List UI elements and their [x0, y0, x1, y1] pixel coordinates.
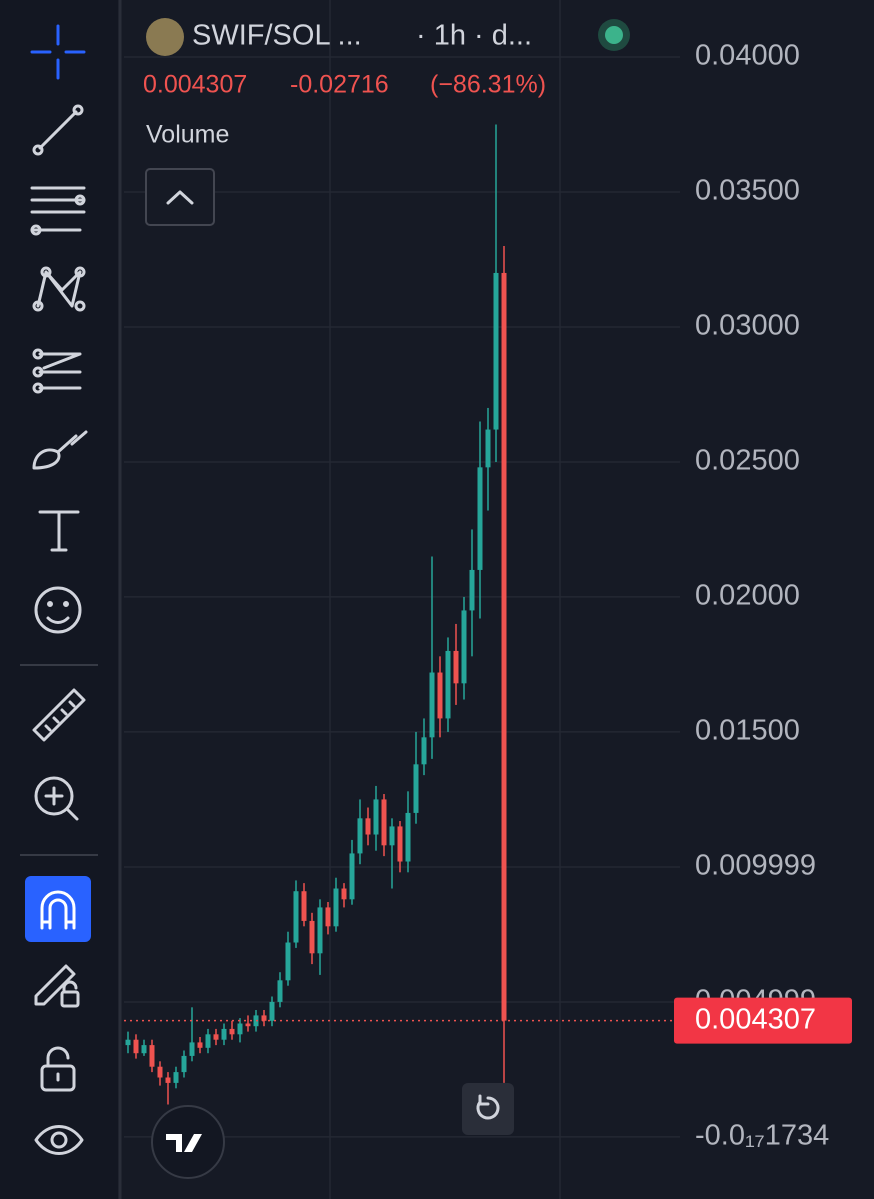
candle-body	[149, 1045, 155, 1067]
candle-body	[261, 1015, 267, 1021]
symbol[interactable]: SWIF/SOL ...	[192, 20, 362, 52]
y-tick-label: 0.03000	[695, 310, 800, 342]
lock-drawing-tool[interactable]	[34, 964, 80, 1008]
candle-body	[165, 1077, 171, 1083]
candle-body	[397, 826, 403, 862]
candle-body	[373, 799, 379, 835]
candle-body	[157, 1066, 163, 1078]
candle-body	[293, 891, 299, 943]
interval[interactable]: · 1h · d...	[416, 20, 532, 52]
candle-body	[325, 907, 331, 927]
indicator-label: Volume	[146, 121, 229, 149]
candle-body	[333, 888, 339, 927]
candle-body	[461, 610, 467, 684]
candle-body	[381, 799, 387, 846]
brush-tool[interactable]	[32, 430, 88, 470]
last-price: 0.004307	[143, 71, 247, 99]
candle-body	[197, 1042, 203, 1048]
candle-body	[501, 272, 507, 1021]
candle-body	[453, 650, 459, 684]
candle-body	[269, 1001, 275, 1021]
candle-body	[493, 272, 499, 430]
plot	[124, 124, 680, 1105]
magnet-icon	[40, 890, 76, 930]
fib-tool[interactable]	[30, 186, 86, 236]
y-tick-label: 0.009999	[695, 850, 816, 882]
grid	[124, 0, 680, 1199]
candle-body	[349, 853, 355, 900]
ruler-tool[interactable]	[32, 688, 86, 742]
reset-button[interactable]	[462, 1083, 514, 1135]
candle-body	[309, 920, 315, 954]
y-tick-label: 0.03500	[695, 175, 800, 207]
visibility-tool[interactable]	[34, 1125, 84, 1155]
lock-tool[interactable]	[40, 1046, 76, 1092]
current-price-label: 0.004307	[695, 1003, 816, 1035]
candle-body	[173, 1072, 179, 1083]
candle-body	[141, 1045, 147, 1054]
symbol-avatar	[146, 18, 184, 56]
candle-body	[485, 429, 491, 468]
candle-body	[341, 888, 347, 900]
candle-body	[125, 1039, 131, 1046]
candle-body	[301, 891, 307, 921]
logo-button[interactable]	[151, 1105, 225, 1179]
candle-body	[413, 764, 419, 813]
zoom-tool[interactable]	[34, 776, 79, 821]
candle-body	[133, 1039, 139, 1054]
emoji-tool[interactable]	[34, 586, 82, 634]
y-tick-label: -0.0₁₇1734	[695, 1120, 829, 1152]
pattern-tool[interactable]	[32, 266, 86, 312]
magnet-button[interactable]	[25, 876, 91, 942]
status-dot	[605, 26, 623, 44]
candle-body	[205, 1034, 211, 1048]
collapse-button[interactable]	[145, 168, 215, 226]
toolbar	[0, 0, 118, 1199]
y-tick-label: 0.01500	[695, 715, 800, 747]
candle-body	[469, 569, 475, 611]
candle-body	[237, 1023, 243, 1035]
tools	[20, 24, 98, 1155]
candle-body	[389, 826, 395, 846]
price-change-percent: (−86.31%)	[430, 71, 546, 99]
y-tick-label: 0.02000	[695, 580, 800, 612]
price-change: -0.02716	[290, 71, 389, 99]
candle-body	[429, 672, 435, 738]
candle-body	[189, 1042, 195, 1056]
candle-body	[421, 737, 427, 765]
projection-tool[interactable]	[32, 348, 82, 394]
candle-body	[285, 942, 291, 981]
candle-body	[245, 1023, 251, 1027]
text-tool[interactable]	[38, 510, 80, 552]
crosshair-tool[interactable]	[30, 24, 86, 80]
y-tick-label: 0.04000	[695, 40, 800, 72]
candle-body	[357, 818, 363, 854]
candle-body	[445, 650, 451, 719]
reset-icon	[476, 1094, 500, 1120]
y-tick-label: 0.02500	[695, 445, 800, 477]
candle-body	[221, 1028, 227, 1040]
price-axis: 0.04000 0.03500 0.03000 0.02500 0.02000 0.015…	[674, 40, 852, 1152]
candle-body	[277, 980, 283, 1002]
candle-body	[181, 1055, 187, 1073]
candle-body	[405, 812, 411, 862]
candle-body	[477, 467, 483, 570]
collapse-icon	[166, 190, 194, 205]
current-price-box	[674, 997, 852, 1044]
trend-line-tool[interactable]	[32, 104, 84, 156]
candle-body	[317, 907, 323, 954]
candle-body	[365, 818, 371, 835]
candle-body	[437, 672, 443, 719]
candle-body	[213, 1034, 219, 1040]
logo	[166, 1134, 202, 1152]
candle-body	[229, 1028, 235, 1035]
